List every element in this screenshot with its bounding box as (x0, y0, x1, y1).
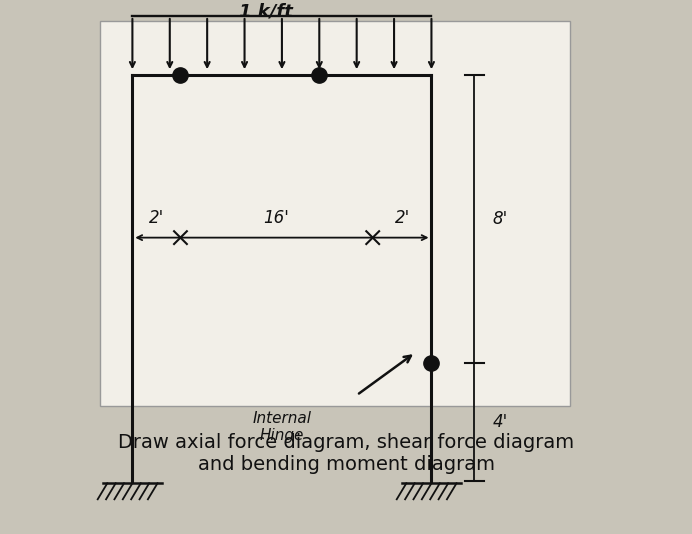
Text: 4': 4' (493, 413, 508, 431)
Text: Draw axial force diagram, shear force diagram
and bending moment diagram: Draw axial force diagram, shear force di… (118, 433, 574, 474)
Text: 8': 8' (493, 210, 508, 228)
Text: Internal
Hinge: Internal Hinge (253, 411, 311, 443)
Text: 2': 2' (149, 209, 164, 227)
FancyBboxPatch shape (100, 21, 570, 406)
Text: 1 k/ft: 1 k/ft (239, 3, 293, 21)
Text: 2': 2' (394, 209, 410, 227)
Text: 16': 16' (264, 209, 289, 227)
